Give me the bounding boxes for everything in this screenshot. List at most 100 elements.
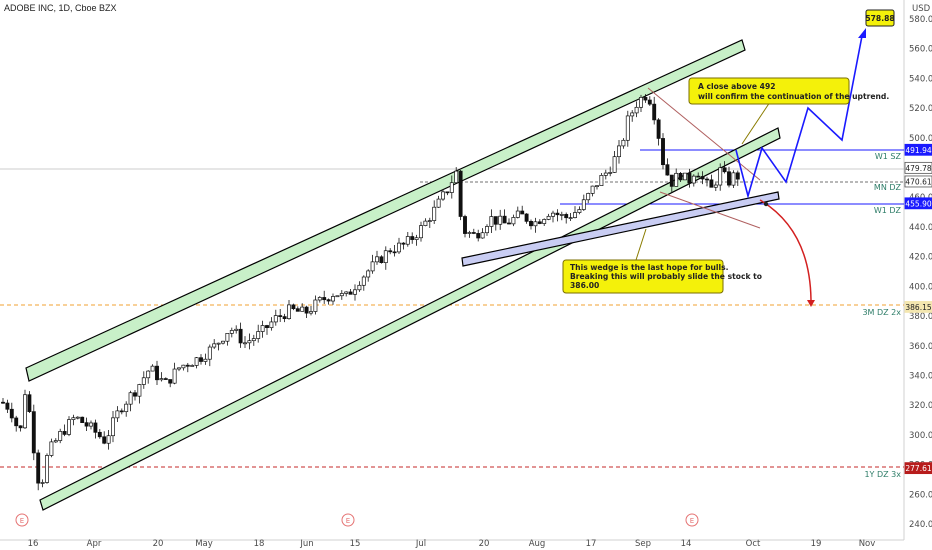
zone-label-w1-sz: W1 SZ — [875, 152, 902, 161]
zone-label-w1-dz: W1 DZ — [874, 206, 902, 215]
candle-body — [608, 172, 613, 174]
price-tags: 491.94 479.78 470.61 455.90 386.15 277.61 — [904, 143, 932, 475]
candle-body — [700, 176, 705, 180]
lower-channel-band[interactable] — [39, 127, 781, 511]
candle-body — [115, 410, 120, 419]
candle-body — [282, 316, 287, 320]
candle-body — [5, 402, 10, 410]
candle-body — [260, 325, 265, 332]
earnings-marker-1[interactable]: E — [15, 513, 29, 527]
candle-body — [141, 377, 146, 385]
candle-body — [159, 378, 164, 381]
x-tick-label: 14 — [681, 539, 692, 549]
y-tick-label: 380.00 — [909, 312, 932, 322]
chart-title: ADOBE INC, 1D, Cboe BZX — [4, 3, 117, 13]
candle-body — [150, 365, 155, 372]
candle-body — [366, 270, 371, 278]
upper-channel-band[interactable] — [25, 39, 746, 382]
annotation-2-line-3: 386.00 — [570, 281, 599, 290]
candle-body — [309, 311, 313, 314]
price-tag-box — [904, 143, 932, 156]
price-axis[interactable] — [904, 0, 932, 550]
x-tick-label: Oct — [746, 539, 761, 549]
candle-body — [467, 232, 472, 234]
candle-body — [229, 330, 234, 334]
x-tick-label: Jul — [415, 539, 426, 549]
candle-body — [300, 306, 305, 312]
wedge-lower-line — [659, 191, 761, 229]
price-tag: 491.94 — [904, 143, 932, 156]
y-tick-label: 580.00 — [909, 15, 932, 25]
candle-body — [9, 408, 14, 419]
y-tick-label: 320.00 — [909, 401, 932, 411]
earnings-marker-3[interactable]: E — [685, 513, 699, 527]
wedge-support-band[interactable] — [461, 191, 780, 267]
candle-body — [564, 214, 569, 219]
candle-body — [348, 291, 353, 295]
candle-body — [291, 304, 296, 310]
y-tick-label: 300.00 — [909, 431, 932, 441]
candle-body — [379, 256, 384, 264]
candle-body — [568, 217, 573, 219]
candle-body — [687, 172, 692, 184]
candle-body — [225, 333, 230, 342]
price-tag-box — [904, 197, 932, 210]
annotation-2-pointer — [635, 228, 647, 261]
candle-body — [119, 410, 124, 413]
x-tick-label: May — [195, 539, 213, 549]
candle-body — [713, 184, 718, 188]
bullish-projection-path — [735, 35, 863, 200]
candle-body — [67, 419, 71, 435]
price-tag-label: 277.61 — [905, 464, 931, 473]
earnings-marker-1-label: E — [20, 517, 24, 525]
candle-body — [691, 175, 696, 184]
candle-body — [665, 164, 670, 176]
candle-body — [128, 392, 133, 405]
candle-body — [273, 315, 278, 323]
candle-body — [133, 392, 137, 397]
candle-body — [137, 384, 142, 397]
candle-body — [155, 365, 159, 381]
candle-body — [36, 452, 41, 484]
candle-body — [405, 236, 410, 245]
target-box[interactable] — [865, 9, 895, 27]
candle-body — [269, 321, 274, 329]
candle-body — [731, 172, 736, 186]
x-tick-label: 19 — [811, 539, 822, 549]
earnings-marker-2[interactable]: E — [341, 513, 355, 527]
candle-body — [674, 172, 679, 187]
candle-body — [265, 325, 269, 329]
candle-body — [735, 172, 740, 180]
annotation-2-box[interactable] — [562, 259, 724, 294]
candle-body — [669, 174, 674, 187]
x-tick-label: 16 — [28, 539, 39, 549]
annotation-1-line-1: A close above 492 — [698, 82, 776, 91]
x-tick-label: 20 — [153, 539, 164, 549]
y-tick-label: 440.00 — [909, 223, 932, 233]
candle-body — [58, 431, 63, 441]
candle-body — [27, 394, 32, 412]
candle-body — [84, 422, 89, 427]
x-tick-label: Sep — [635, 539, 651, 549]
y-tick-label: 240.00 — [909, 520, 932, 530]
candle-body — [207, 346, 212, 360]
candle-body — [194, 357, 199, 366]
y-tick-label: 540.00 — [909, 74, 932, 84]
x-tick-label: Nov — [859, 539, 876, 549]
x-axis-ticks: 16 Apr 20 May 18 Jun 15 Jul 20 Aug 17 Sep 14 Oct 19 Nov — [28, 539, 876, 549]
candle-body — [181, 364, 186, 369]
candle-body — [414, 237, 419, 240]
price-tag: 470.61 — [904, 175, 932, 188]
annotation-1-box[interactable] — [688, 77, 850, 105]
candle-body — [163, 378, 168, 380]
candle-body — [49, 441, 54, 456]
annotation-2-line-1: This wedge is the last hope for bulls. — [570, 263, 729, 272]
x-tick-label: 20 — [479, 539, 490, 549]
candle-body — [89, 422, 93, 427]
candle-body — [489, 216, 494, 227]
candle-body — [177, 367, 181, 370]
y-tick-label: 400.00 — [909, 282, 932, 292]
candle-body — [146, 370, 151, 379]
candle-body — [247, 340, 252, 344]
